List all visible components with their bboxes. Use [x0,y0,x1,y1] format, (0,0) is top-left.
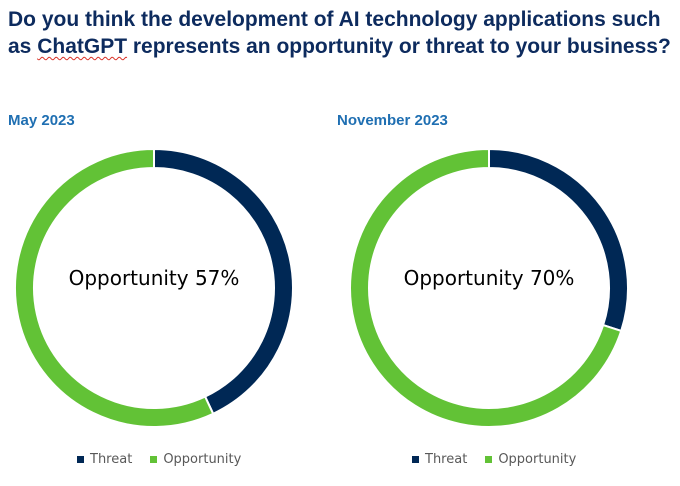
donut-chart-1: Opportunity 57% [14,147,294,428]
chart-1-slice-opportunity [14,147,215,428]
chart-2-legend: Threat Opportunity [412,451,594,467]
legend-swatch-opportunity [150,455,158,463]
donut-chart-2: Opportunity 70% [349,147,629,428]
legend-item-opportunity: Opportunity [150,452,241,467]
chart-1-center-label: Opportunity 57% [69,266,240,290]
chart-title: Do you think the development of AI techn… [8,6,676,60]
legend-label-opportunity: Opportunity [163,451,242,467]
title-spellcheck-word: ChatGPT [37,35,128,58]
legend-label-opportunity: Opportunity [498,451,577,467]
chart-1-subtitle: May 2023 [8,112,75,129]
chart-2-subtitle: November 2023 [337,112,448,129]
legend-label-threat: Threat [425,451,468,467]
title-text-start: Do you think the development of AI techn… [8,8,661,58]
chart-1-legend: Threat Opportunity [77,451,259,467]
legend-item-threat: Threat [77,452,132,467]
legend-swatch-opportunity [485,455,493,463]
legend-item-threat: Threat [412,452,467,467]
chart-2-slice-threat [488,147,629,333]
legend-swatch-threat [412,455,419,463]
chart-2-center-label: Opportunity 70% [404,266,575,290]
title-text-end: represents an opportunity or threat to y… [127,35,671,58]
legend-swatch-threat [77,455,84,463]
legend-label-threat: Threat [90,451,133,467]
legend-item-opportunity: Opportunity [485,452,576,467]
chart-2-slice-opportunity [349,147,623,428]
